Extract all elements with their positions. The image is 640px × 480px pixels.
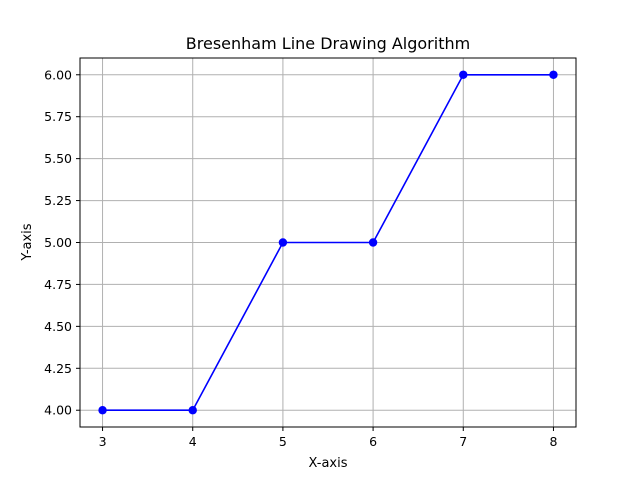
y-tick-label: 4.75 xyxy=(44,277,72,292)
y-tick-label: 5.25 xyxy=(44,193,72,208)
y-tick-label: 6.00 xyxy=(44,67,72,82)
x-tick-label: 5 xyxy=(279,434,287,449)
x-tick-label: 8 xyxy=(549,434,557,449)
x-tick-label: 7 xyxy=(459,434,467,449)
data-point xyxy=(188,406,197,415)
series-line xyxy=(102,73,554,412)
x-tick-label: 4 xyxy=(189,434,197,449)
y-axis-label: Y-axis xyxy=(20,223,35,261)
data-point xyxy=(98,406,107,415)
y-tick-label: 5.75 xyxy=(44,109,72,124)
axis-ticks: 3 4 5 6 7 8 4.00 4.25 4.50 4.75 5.00 5.25 5.50 5.75 6.… xyxy=(44,67,557,449)
y-tick-label: 5.50 xyxy=(44,151,72,166)
series-layer xyxy=(98,70,558,415)
data-point xyxy=(549,70,558,79)
grid xyxy=(80,58,576,427)
plot-frame xyxy=(79,57,577,428)
chart-title: Bresenham Line Drawing Algorithm xyxy=(186,34,470,53)
y-tick-label: 4.00 xyxy=(44,403,72,418)
x-tick-label: 3 xyxy=(99,434,107,449)
y-tick-label: 4.50 xyxy=(44,319,72,334)
y-tick-label: 5.00 xyxy=(44,235,72,250)
x-axis-label: X-axis xyxy=(309,456,348,471)
data-point xyxy=(368,238,378,247)
y-tick-label: 4.25 xyxy=(44,361,72,376)
data-point xyxy=(459,70,468,79)
data-point xyxy=(278,238,288,247)
x-tick-label: 6 xyxy=(369,434,377,449)
